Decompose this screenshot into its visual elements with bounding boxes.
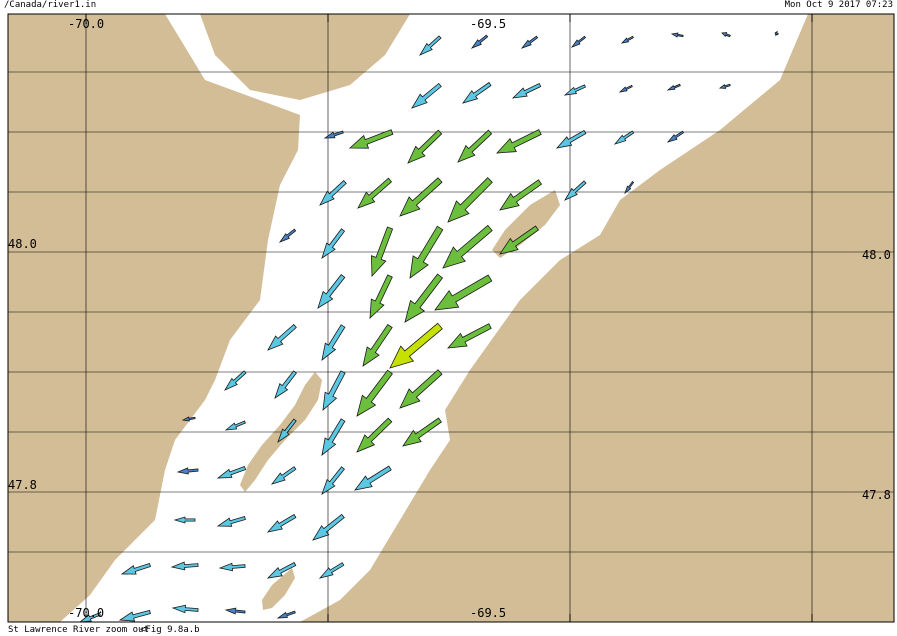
- velocity-arrow: [620, 35, 634, 44]
- velocity-arrow: [274, 370, 297, 399]
- velocity-arrow: [419, 35, 442, 56]
- velocity-arrow: [404, 273, 444, 323]
- velocity-arrows: [78, 30, 779, 623]
- velocity-arrow: [362, 323, 393, 367]
- velocity-arrow: [357, 177, 393, 209]
- velocity-arrow: [407, 129, 443, 164]
- velocity-arrow: [266, 561, 297, 579]
- velocity-arrow: [411, 82, 442, 109]
- velocity-arrow: [666, 130, 685, 143]
- velocity-arrow: [266, 513, 297, 533]
- velocity-arrow: [224, 420, 246, 431]
- velocity-arrow: [321, 228, 346, 259]
- velocity-arrow: [323, 130, 344, 139]
- velocity-arrow: [718, 83, 731, 89]
- file-path-label: /Canada/river1.in: [4, 0, 97, 10]
- velocity-arrow: [399, 177, 443, 217]
- lat-left-label-1: 48.0: [8, 237, 37, 251]
- velocity-arrow: [176, 467, 199, 475]
- east-shore: [300, 14, 894, 622]
- velocity-arrow: [499, 225, 539, 255]
- velocity-arrow: [457, 129, 493, 163]
- velocity-arrow: [402, 417, 442, 447]
- velocity-arrow: [118, 609, 151, 622]
- velocity-arrow: [670, 32, 684, 38]
- velocity-arrow: [354, 465, 392, 491]
- velocity-arrow: [624, 181, 635, 195]
- velocity-arrow: [356, 417, 393, 453]
- velocity-arrow: [520, 35, 539, 49]
- velocity-arrow: [496, 129, 542, 154]
- velocity-arrow: [470, 34, 489, 49]
- velocity-arrow: [564, 180, 587, 201]
- lon-top-label-1: -70.0: [68, 17, 105, 31]
- velocity-arrow: [216, 515, 246, 527]
- velocity-arrow: [267, 323, 297, 351]
- island-south: [262, 568, 295, 610]
- velocity-arrow: [278, 228, 297, 243]
- velocity-arrow: [618, 84, 633, 93]
- velocity-arrow: [447, 177, 493, 223]
- velocity-arrow: [319, 180, 347, 206]
- velocity-arrow: [369, 274, 393, 319]
- lon-top-label-2: -69.5: [470, 17, 507, 31]
- lon-bottom-label-2: -69.5: [470, 606, 507, 620]
- velocity-arrow: [370, 226, 394, 277]
- lat-right-label-2: 47.8: [862, 488, 891, 502]
- velocity-arrow: [570, 35, 587, 48]
- velocity-arrow: [442, 224, 493, 269]
- velocity-arrow: [348, 129, 394, 149]
- velocity-arrow: [276, 610, 296, 619]
- velocity-arrow: [181, 416, 196, 422]
- velocity-arrow: [721, 32, 731, 38]
- velocity-arrow: [356, 369, 393, 417]
- velocity-arrow: [434, 274, 493, 311]
- velocity-arrow: [555, 129, 587, 149]
- grid-lines: [8, 14, 894, 622]
- velocity-arrow: [389, 322, 443, 369]
- figure-reference: <Fig 9.8a.b: [140, 625, 200, 635]
- velocity-arrow: [666, 83, 681, 91]
- velocity-arrow: [462, 81, 492, 104]
- timestamp-label: Mon Oct 9 2017 07:23: [784, 0, 893, 10]
- north-spit: [200, 14, 410, 100]
- velocity-arrow: [317, 274, 346, 309]
- velocity-arrow: [511, 82, 542, 99]
- land-masses: [8, 14, 894, 622]
- velocity-arrow: [224, 607, 246, 615]
- velocity-arrow: [322, 370, 346, 411]
- velocity-arrow: [173, 516, 196, 524]
- velocity-arrow: [277, 418, 297, 444]
- velocity-arrow: [216, 465, 247, 479]
- velocity-arrow: [171, 604, 199, 614]
- velocity-arrow: [563, 84, 587, 96]
- velocity-arrow: [218, 562, 246, 572]
- velocity-arrow: [321, 466, 345, 495]
- velocity-arrow: [312, 513, 345, 541]
- velocity-arrow: [321, 418, 346, 456]
- lat-left-label-2: 47.8: [8, 478, 37, 492]
- velocity-arrow: [399, 369, 443, 409]
- velocity-arrow: [774, 30, 779, 37]
- lat-right-label-1: 48.0: [862, 248, 891, 262]
- velocity-arrow: [447, 323, 492, 349]
- velocity-arrow: [270, 466, 297, 485]
- figure-title: St Lawrence River zoom out: [8, 625, 149, 635]
- velocity-arrow: [409, 225, 444, 279]
- velocity-arrow: [120, 562, 152, 575]
- velocity-arrow: [321, 324, 346, 361]
- west-shore: [8, 14, 300, 622]
- velocity-arrow: [170, 561, 199, 571]
- velocity-arrow: [318, 562, 345, 579]
- plot-frame: [7, 13, 895, 623]
- velocity-arrow: [613, 130, 635, 145]
- lon-bottom-label-1: -70.0: [68, 606, 105, 620]
- velocity-arrow: [224, 370, 247, 391]
- velocity-arrow: [499, 179, 543, 211]
